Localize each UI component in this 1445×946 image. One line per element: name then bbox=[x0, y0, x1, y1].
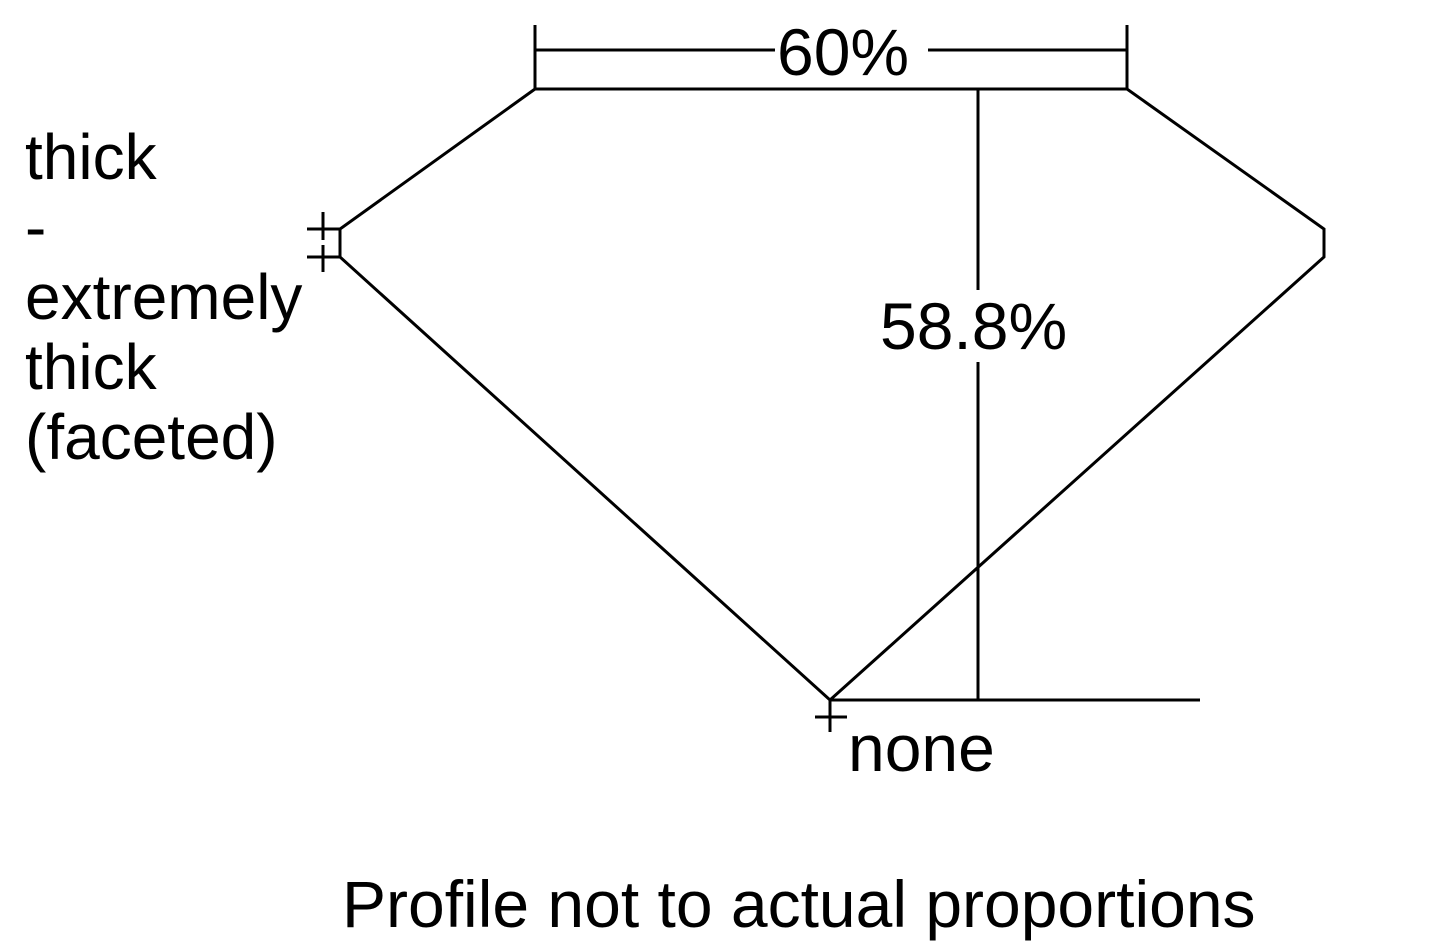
culet-label: none bbox=[848, 711, 995, 785]
culet-marker-icon bbox=[815, 700, 847, 732]
girdle-label-line: thick bbox=[25, 331, 157, 403]
gem-outline bbox=[338, 87, 1326, 703]
depth-percentage: 58.8% bbox=[880, 289, 1068, 363]
girdle-label: thick - extremely thick (faceted) bbox=[25, 122, 302, 472]
table-percentage: 60% bbox=[777, 15, 910, 89]
girdle-label-line: thick bbox=[25, 121, 157, 193]
girdle-label-line: extremely bbox=[25, 261, 303, 333]
footnote: Profile not to actual proportions bbox=[342, 867, 1256, 941]
girdle-marker-bottom-icon bbox=[307, 245, 340, 272]
girdle-label-line: - bbox=[25, 191, 47, 263]
girdle-label-line: (faceted) bbox=[25, 401, 278, 473]
girdle-marker-top-icon bbox=[307, 212, 340, 240]
